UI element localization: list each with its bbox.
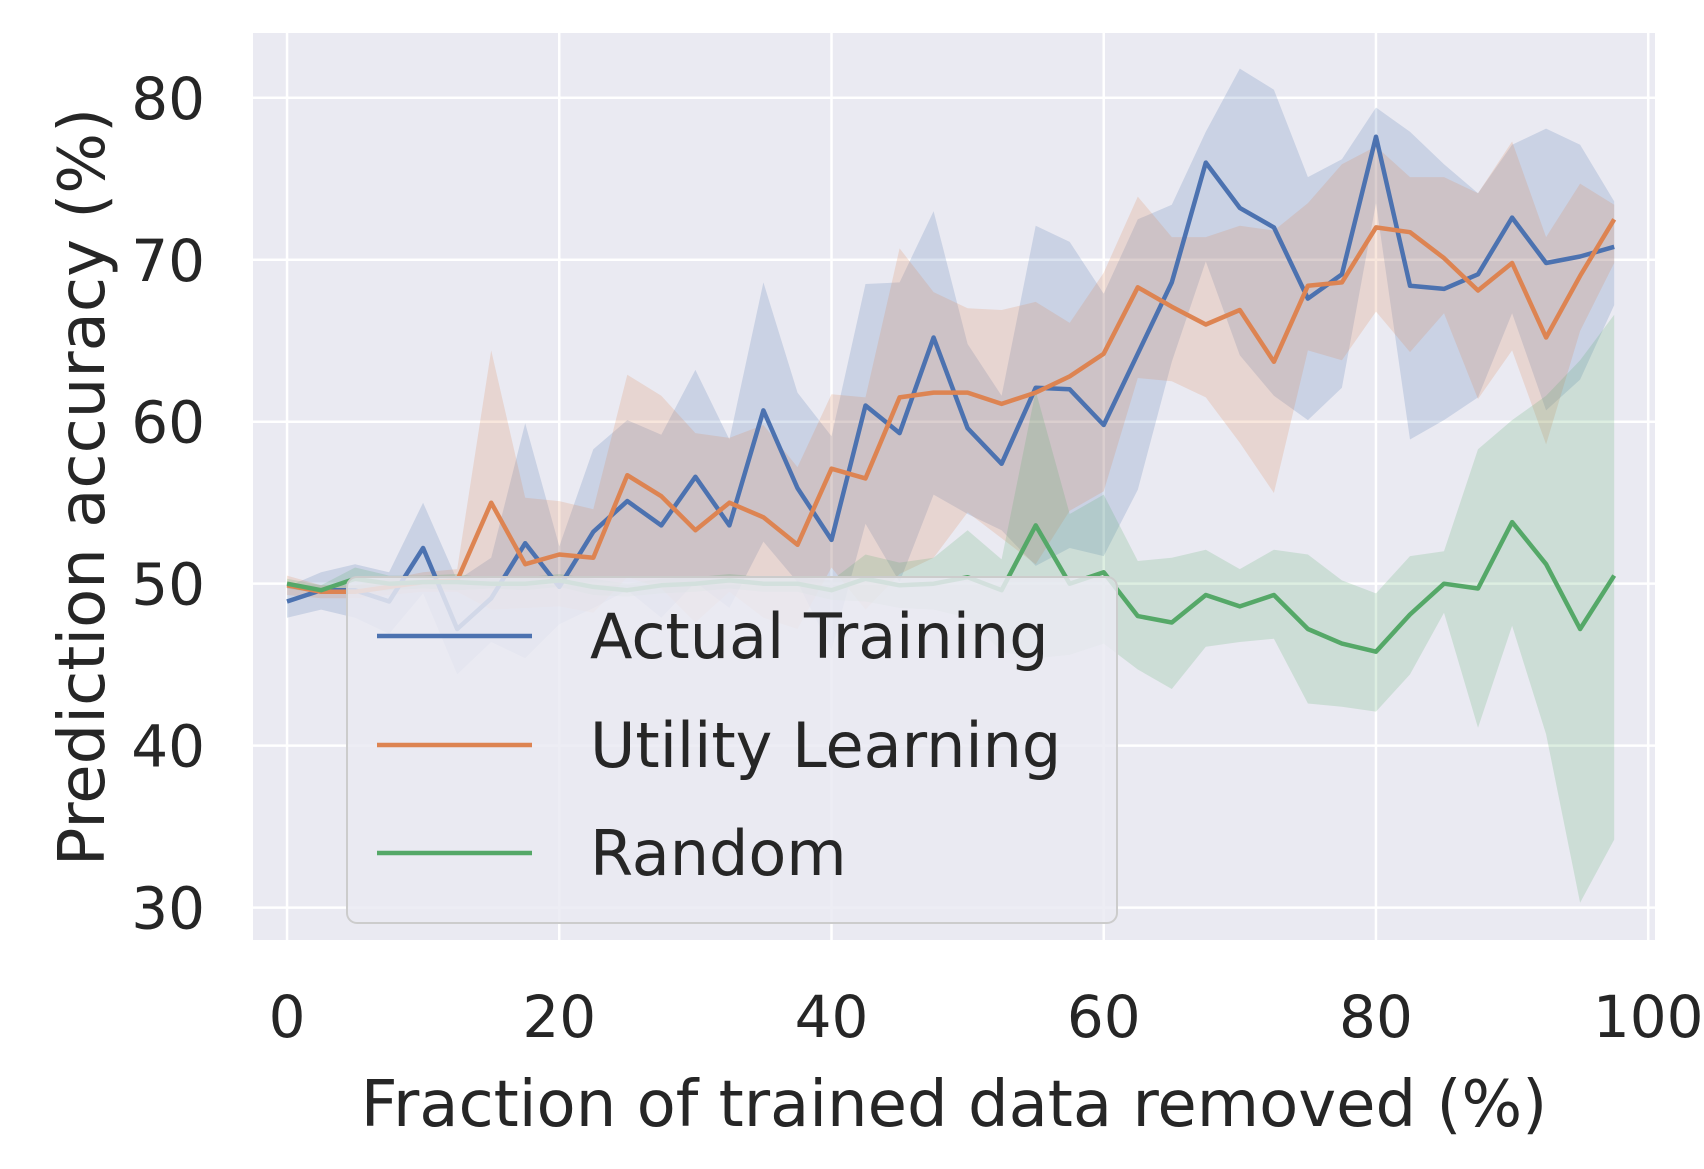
legend: Actual Training Utility Learning Random (346, 576, 1118, 924)
legend-label-utility-learning: Utility Learning (590, 709, 1061, 782)
x-tick-labels: 0 20 40 60 80 100 (269, 983, 1704, 1051)
x-tick-label: 100 (1593, 983, 1704, 1051)
x-tick-label: 40 (795, 983, 869, 1051)
line-actual-training (286, 134, 1615, 632)
legend-box (346, 576, 1118, 924)
y-tick-label: 60 (131, 389, 205, 457)
line-utility-learning (286, 218, 1617, 595)
x-tick-label: 80 (1339, 983, 1413, 1051)
x-tick-label: 60 (1067, 983, 1141, 1051)
y-tick-label: 70 (131, 227, 205, 295)
y-axis-label: Prediction accuracy (%) (46, 108, 120, 866)
band-actual-training (287, 68, 1615, 675)
legend-label-random: Random (590, 817, 847, 890)
y-tick-labels: 30 40 50 60 70 80 (131, 65, 205, 943)
y-tick-label: 30 (131, 875, 205, 943)
x-tick-label: 0 (269, 983, 306, 1051)
y-tick-label: 50 (131, 551, 205, 619)
x-axis-label: Fraction of trained data removed (%) (361, 1068, 1547, 1142)
x-tick-label: 20 (522, 983, 596, 1051)
y-tick-label: 80 (131, 65, 205, 133)
legend-label-actual-training: Actual Training (590, 600, 1049, 673)
y-tick-label: 40 (131, 713, 205, 781)
